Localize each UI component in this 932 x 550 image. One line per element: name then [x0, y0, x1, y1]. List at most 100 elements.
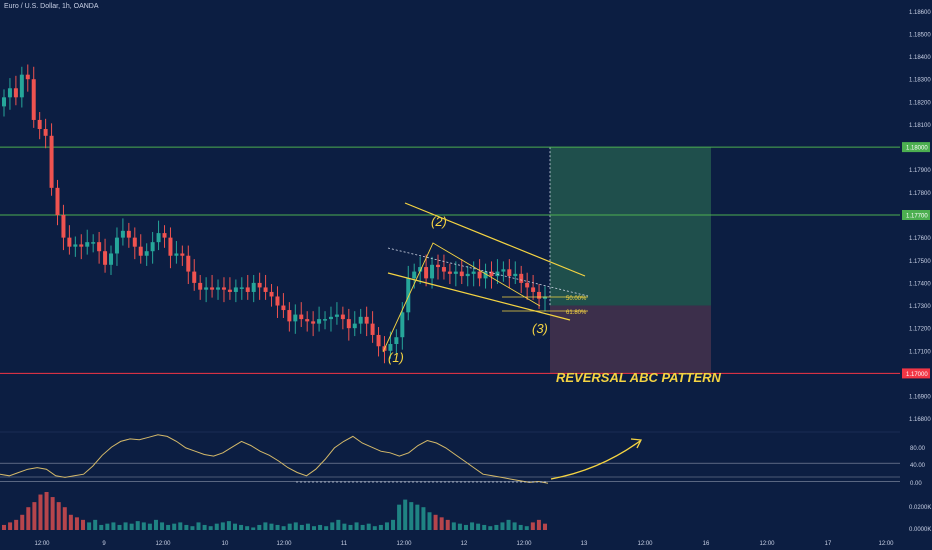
- candle-body[interactable]: [447, 271, 452, 274]
- candle-body[interactable]: [204, 287, 209, 290]
- abc-wave-path[interactable]: [382, 242, 541, 353]
- candle-body[interactable]: [352, 323, 357, 329]
- candle-body[interactable]: [299, 314, 304, 320]
- candle-body[interactable]: [275, 296, 280, 306]
- oscillator-line[interactable]: [0, 434, 549, 484]
- price-level-tag[interactable]: [902, 210, 930, 220]
- candle-body[interactable]: [2, 97, 6, 107]
- candle-body[interactable]: [471, 271, 476, 274]
- candle-body[interactable]: [406, 278, 411, 313]
- candle-body[interactable]: [239, 287, 244, 289]
- candle-body[interactable]: [174, 253, 179, 256]
- projection-arrow[interactable]: [550, 440, 641, 480]
- candle-body[interactable]: [531, 287, 536, 292]
- candle-body[interactable]: [477, 271, 482, 279]
- candle-body[interactable]: [513, 273, 518, 277]
- candle-body[interactable]: [388, 344, 393, 351]
- candle-body[interactable]: [126, 230, 131, 238]
- candle-body[interactable]: [85, 242, 90, 247]
- candle-body[interactable]: [287, 310, 292, 322]
- candle-body[interactable]: [192, 271, 197, 283]
- candle-body[interactable]: [400, 312, 405, 338]
- stop-loss-zone[interactable]: [550, 305, 711, 374]
- candle-body[interactable]: [43, 129, 48, 136]
- candle-body[interactable]: [435, 264, 440, 268]
- candle-body[interactable]: [483, 271, 488, 279]
- candle-body[interactable]: [441, 267, 446, 272]
- candle-body[interactable]: [168, 237, 173, 256]
- candle-body[interactable]: [269, 291, 274, 297]
- candle-body[interactable]: [198, 282, 203, 290]
- candle-body[interactable]: [358, 316, 363, 324]
- candle-body[interactable]: [501, 269, 506, 272]
- candle-body[interactable]: [263, 287, 268, 292]
- candle-body[interactable]: [156, 233, 161, 243]
- candle-body[interactable]: [370, 323, 375, 335]
- candle-body[interactable]: [25, 74, 30, 80]
- candle-body[interactable]: [507, 269, 512, 277]
- channel-upper-line[interactable]: [404, 202, 586, 277]
- candle-body[interactable]: [13, 88, 18, 98]
- candle-body[interactable]: [424, 267, 429, 279]
- candle-body[interactable]: [245, 287, 250, 292]
- candle-body[interactable]: [55, 187, 60, 215]
- candle-body[interactable]: [91, 242, 96, 244]
- candle-body[interactable]: [49, 135, 54, 188]
- candle-body[interactable]: [317, 319, 322, 324]
- candle-body[interactable]: [7, 88, 12, 98]
- candle-body[interactable]: [543, 296, 547, 299]
- candle-body[interactable]: [376, 334, 381, 347]
- candle-body[interactable]: [144, 251, 149, 256]
- candle-body[interactable]: [328, 316, 333, 320]
- price-level-tag[interactable]: [902, 142, 930, 153]
- candle-body[interactable]: [334, 314, 339, 317]
- candle-body[interactable]: [364, 316, 369, 324]
- candle-body[interactable]: [525, 282, 530, 288]
- candle-body[interactable]: [537, 291, 542, 299]
- candle-body[interactable]: [233, 287, 238, 292]
- candle-body[interactable]: [138, 246, 143, 256]
- candle-body[interactable]: [109, 253, 114, 265]
- candle-body[interactable]: [489, 271, 494, 277]
- candle-body[interactable]: [186, 255, 191, 272]
- candle-body[interactable]: [281, 305, 286, 311]
- candle-body[interactable]: [340, 314, 345, 320]
- candle-body[interactable]: [162, 233, 167, 238]
- candle-body[interactable]: [103, 251, 108, 265]
- candle-body[interactable]: [37, 119, 42, 129]
- candle-body[interactable]: [227, 289, 232, 292]
- candle-body[interactable]: [150, 242, 155, 252]
- candle-body[interactable]: [495, 271, 500, 277]
- candle-body[interactable]: [519, 273, 524, 283]
- candle-body[interactable]: [120, 230, 125, 238]
- candle-body[interactable]: [61, 215, 66, 238]
- candle-body[interactable]: [257, 282, 262, 288]
- candle-body[interactable]: [251, 282, 256, 292]
- candle-body[interactable]: [180, 253, 185, 256]
- price-level-tag[interactable]: [902, 368, 930, 379]
- candle-body[interactable]: [67, 237, 72, 247]
- candle-body[interactable]: [465, 273, 470, 277]
- candle-body[interactable]: [216, 287, 221, 290]
- candle-body[interactable]: [430, 264, 435, 279]
- candle-body[interactable]: [311, 321, 316, 324]
- candle-body[interactable]: [19, 74, 24, 98]
- candle-body[interactable]: [114, 237, 119, 254]
- candle-body[interactable]: [221, 287, 226, 290]
- candle-body[interactable]: [418, 267, 423, 272]
- take-profit-zone[interactable]: [550, 147, 711, 306]
- candle-body[interactable]: [132, 237, 137, 247]
- candle-body[interactable]: [412, 271, 417, 279]
- candle-body[interactable]: [453, 271, 458, 274]
- candle-body[interactable]: [394, 337, 399, 344]
- candle-body[interactable]: [459, 271, 464, 277]
- candle-body[interactable]: [210, 287, 215, 290]
- candle-body[interactable]: [323, 319, 328, 321]
- candle-body[interactable]: [305, 319, 310, 322]
- candle-body[interactable]: [293, 314, 298, 322]
- channel-lower-line[interactable]: [387, 272, 571, 321]
- candle-body[interactable]: [79, 244, 84, 247]
- candle-body[interactable]: [73, 244, 78, 247]
